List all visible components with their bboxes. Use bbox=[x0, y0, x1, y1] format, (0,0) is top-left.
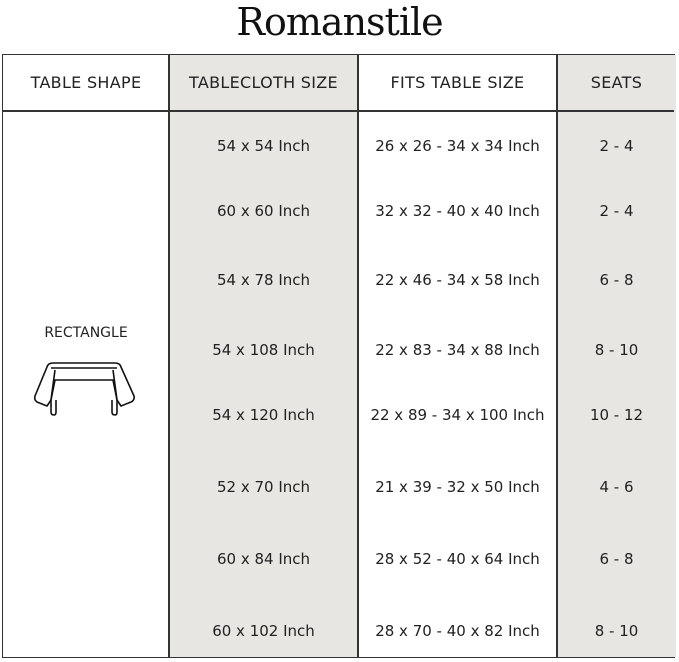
seats-cell: 8 - 10 bbox=[594, 622, 639, 640]
tablecloth-size-cell: 54 x 120 Inch bbox=[212, 406, 315, 424]
tablecloth-size-cell: 52 x 70 Inch bbox=[216, 478, 311, 496]
table-shape-label: RECTANGLE bbox=[44, 325, 128, 341]
seats-cell: 6 - 8 bbox=[599, 271, 634, 289]
tablecloth-size-cell: 54 x 108 Inch bbox=[212, 341, 315, 359]
header-tablecloth-size: TABLECLOTH SIZE bbox=[189, 73, 338, 92]
divider bbox=[556, 55, 558, 657]
tablecloth-size-cell: 60 x 102 Inch bbox=[212, 622, 315, 640]
header-seats: SEATS bbox=[590, 73, 643, 92]
fits-table-size-cell: 22 x 83 - 34 x 88 Inch bbox=[375, 341, 540, 359]
header-fits-table-size: FITS TABLE SIZE bbox=[390, 73, 525, 92]
brand-logo: Romanstile bbox=[236, 0, 443, 44]
tablecloth-size-cell: 60 x 60 Inch bbox=[216, 202, 311, 220]
seats-cell: 2 - 4 bbox=[599, 137, 634, 155]
rectangle-table-icon bbox=[33, 362, 135, 416]
seats-cell: 10 - 12 bbox=[589, 406, 644, 424]
tablecloth-size-cell: 54 x 54 Inch bbox=[216, 137, 311, 155]
fits-table-size-cell: 22 x 46 - 34 x 58 Inch bbox=[375, 271, 540, 289]
seats-cell: 6 - 8 bbox=[599, 550, 634, 568]
header-table-shape: TABLE SHAPE bbox=[30, 73, 142, 92]
seats-cell: 8 - 10 bbox=[594, 341, 639, 359]
seats-cell: 2 - 4 bbox=[599, 202, 634, 220]
seats-cell: 4 - 6 bbox=[599, 478, 634, 496]
divider bbox=[3, 110, 674, 112]
seats-column bbox=[557, 55, 676, 657]
fits-table-size-cell: 22 x 89 - 34 x 100 Inch bbox=[370, 406, 545, 424]
fits-table-size-cell: 28 x 52 - 40 x 64 Inch bbox=[375, 550, 540, 568]
tablecloth-size-cell: 60 x 84 Inch bbox=[216, 550, 311, 568]
divider bbox=[168, 55, 170, 657]
fits-table-size-cell: 26 x 26 - 34 x 34 Inch bbox=[375, 137, 540, 155]
fits-table-size-cell: 32 x 32 - 40 x 40 Inch bbox=[375, 202, 540, 220]
fits-table-size-cell: 28 x 70 - 40 x 82 Inch bbox=[375, 622, 540, 640]
tablecloth-size-cell: 54 x 78 Inch bbox=[216, 271, 311, 289]
fits-table-size-cell: 21 x 39 - 32 x 50 Inch bbox=[375, 478, 540, 496]
divider bbox=[357, 55, 359, 657]
size-chart-table: TABLE SHAPE TABLECLOTH SIZE FITS TABLE S… bbox=[2, 54, 676, 658]
tablecloth-size-column bbox=[169, 55, 358, 657]
